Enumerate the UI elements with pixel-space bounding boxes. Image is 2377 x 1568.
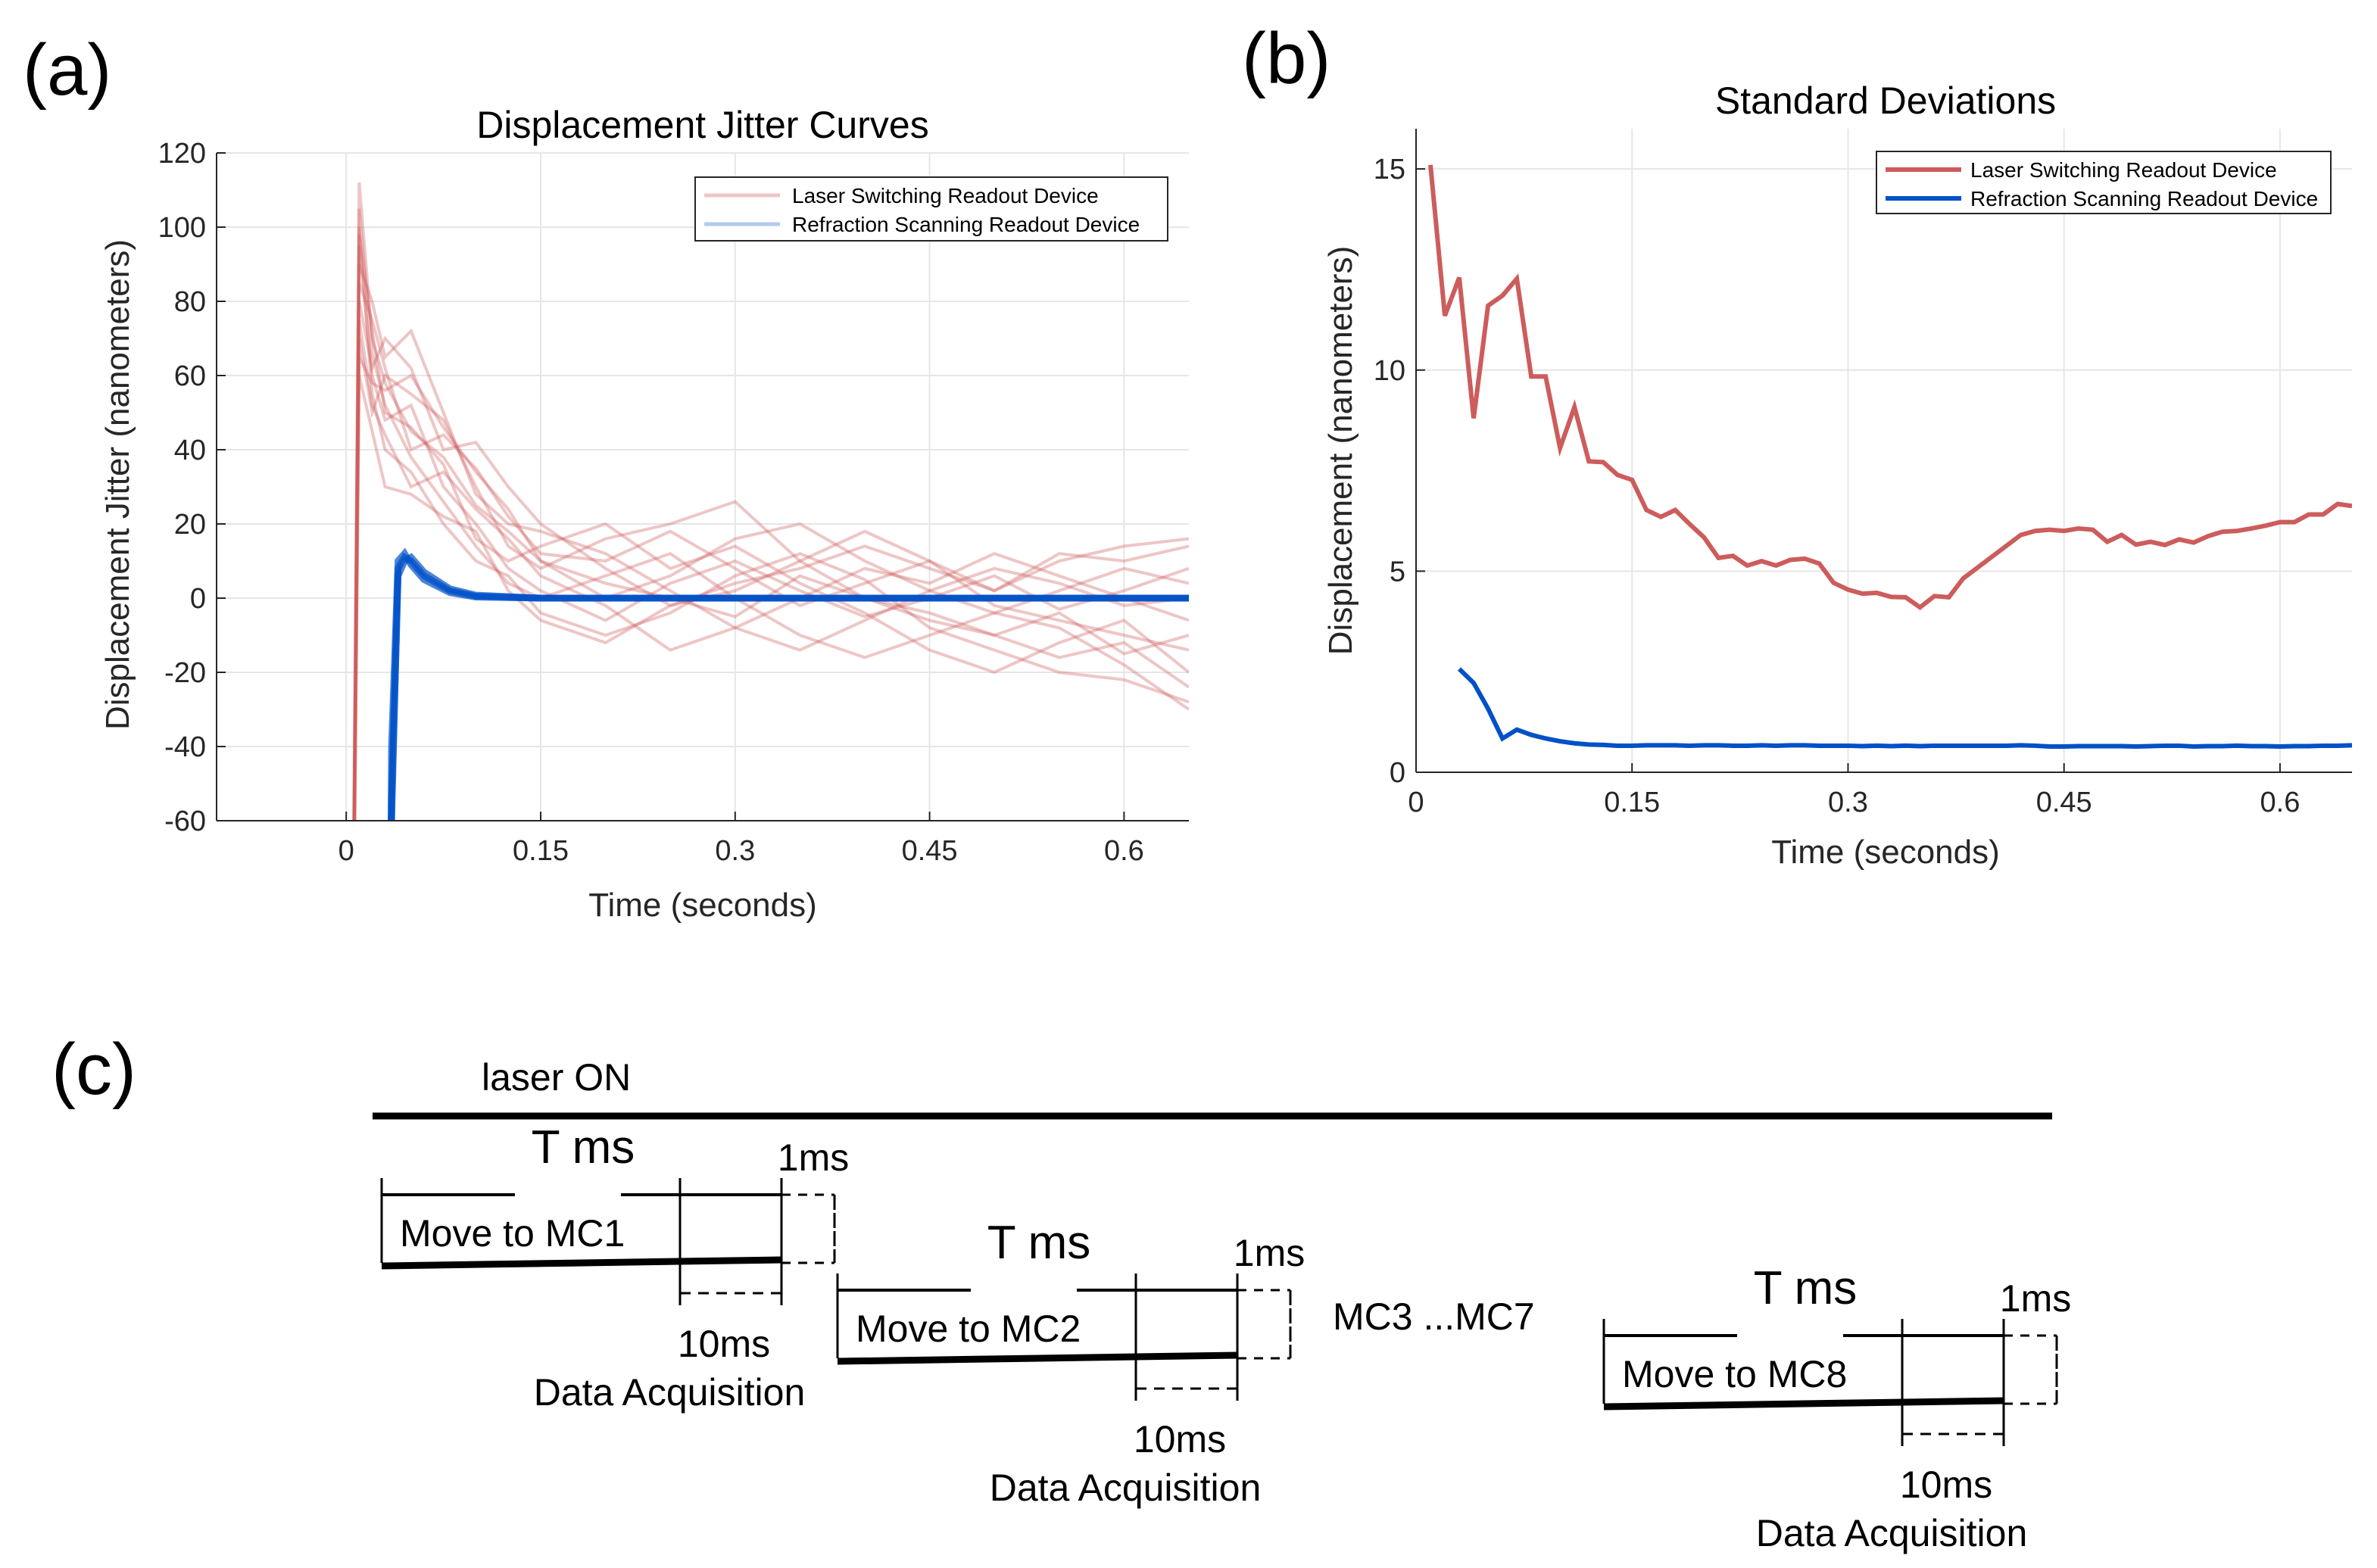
move-label: Move to MC1	[400, 1212, 625, 1255]
legend-box	[694, 176, 1168, 242]
y-tick-label: 80	[174, 286, 206, 318]
y-tick-label: 100	[158, 212, 206, 244]
axes: 0 0.15 0.3 0.45 0.6 0 5 10 15	[1374, 129, 2352, 818]
red-jitter-curve	[353, 338, 1189, 821]
x-tick-label: 0.15	[513, 835, 569, 867]
panel-label-c: (c)	[51, 1029, 136, 1110]
y-tick-label: 40	[174, 435, 206, 466]
y-tick-label: 15	[1374, 154, 1405, 185]
panel-label-a: (a)	[23, 30, 111, 111]
legend-label-red: Laser Switching Readout Device	[1970, 158, 2277, 182]
y-tick-label: 5	[1390, 556, 1405, 588]
y-axis-label: Displacement (nanometers)	[1322, 246, 1359, 655]
red-jitter-curve	[353, 320, 1189, 821]
x-tick-label: 0.15	[1604, 787, 1660, 818]
move-label: Move to MC8	[1622, 1353, 1847, 1395]
plot-area	[1428, 164, 2352, 750]
y-tick-label: -60	[164, 806, 206, 837]
x-axis-label: Time (seconds)	[588, 887, 817, 924]
move-baseline	[381, 1256, 782, 1270]
red-std-line	[1428, 164, 2352, 610]
x-tick-label: 0	[338, 835, 354, 867]
red-jitter-curve	[352, 182, 1189, 821]
legend: Laser Switching Readout Device Refractio…	[1876, 151, 2332, 214]
timing-diagram: laser ON MC3 ...MC7 T ms 1ms Move to MC1 10…	[373, 1056, 2071, 1554]
x-tick-label: 0	[1408, 787, 1424, 818]
period-label: T ms	[987, 1217, 1091, 1269]
y-tick-label: 10	[1374, 355, 1405, 387]
legend-label-blue: Refraction Scanning Readout Device	[1970, 187, 2318, 210]
red-jitter-curve	[352, 263, 1189, 821]
gap-label: 1ms	[778, 1136, 849, 1179]
red-jitter-curve	[353, 375, 1189, 821]
acq-time-label: 10ms	[1900, 1464, 1992, 1506]
legend-box	[1876, 151, 2332, 214]
red-jitter-curve	[352, 208, 1189, 821]
acq-time-label: 10ms	[678, 1323, 770, 1365]
chart-title: Displacement Jitter Curves	[476, 104, 928, 146]
y-tick-label: 0	[190, 583, 206, 615]
sequence-block: T ms 1ms Move to MC1 10ms Data Acquisition	[380, 1121, 849, 1414]
blue-jitter-curve	[388, 553, 1189, 821]
gap-label: 1ms	[1234, 1232, 1305, 1274]
y-tick-label: -40	[164, 731, 206, 763]
jitter-chart: Displacement Jitter Curves Time (seconds…	[99, 104, 1189, 924]
sequence-block: T ms 1ms Move to MC8 10ms Data Acquisition	[1602, 1262, 2071, 1554]
x-tick-label: 0.45	[2036, 787, 2092, 818]
acq-label: Data Acquisition	[1756, 1512, 2028, 1554]
y-tick-label: 20	[174, 509, 206, 541]
y-tick-label: -20	[164, 657, 206, 689]
std-chart: Standard Deviations Time (seconds) Displ…	[1322, 79, 2352, 871]
axes: 0 0.15 0.3 0.45 0.6 -60 -40 -20 0 20 40 60 80 100 120	[158, 138, 1189, 867]
x-tick-label: 0.3	[715, 835, 755, 867]
red-jitter-curve	[353, 301, 1189, 821]
period-label: T ms	[1754, 1262, 1858, 1314]
y-axis-label: Displacement Jitter (nanometers)	[99, 239, 136, 730]
gap-label: 1ms	[2000, 1277, 2071, 1320]
chart-title: Standard Deviations	[1715, 79, 2056, 122]
acq-label: Data Acquisition	[534, 1371, 806, 1414]
laser-on-label: laser ON	[482, 1056, 631, 1099]
x-tick-label: 0.6	[2260, 787, 2301, 818]
red-jitter-curve	[352, 245, 1189, 821]
red-jitter-curve	[352, 282, 1189, 821]
move-label: Move to MC2	[856, 1308, 1081, 1350]
plot-area	[352, 182, 1189, 821]
grid	[1415, 129, 2352, 773]
sequence-block: T ms 1ms Move to MC2 10ms Data Acquisition	[836, 1217, 1305, 1509]
move-baseline	[1603, 1397, 2004, 1411]
panel-label-b: (b)	[1242, 18, 1330, 99]
blue-std-line	[1457, 667, 2352, 750]
acq-time-label: 10ms	[1134, 1418, 1226, 1460]
red-jitter-curve	[352, 234, 1189, 821]
y-tick-label: 60	[174, 360, 206, 392]
x-tick-label: 0.45	[902, 835, 958, 867]
legend: Laser Switching Readout Device Refractio…	[694, 176, 1168, 242]
legend-label-blue: Refraction Scanning Readout Device	[792, 213, 1140, 236]
x-tick-label: 0.6	[1104, 835, 1144, 867]
x-tick-label: 0.3	[1828, 787, 1868, 818]
acq-label: Data Acquisition	[990, 1467, 1262, 1509]
move-baseline	[837, 1351, 1238, 1365]
period-label: T ms	[532, 1121, 635, 1174]
y-tick-label: 0	[1390, 757, 1405, 789]
legend-label-red: Laser Switching Readout Device	[792, 184, 1099, 207]
x-axis-label: Time (seconds)	[1771, 834, 2000, 871]
ellipsis-label: MC3 ...MC7	[1333, 1295, 1535, 1338]
y-tick-label: 120	[158, 138, 206, 170]
red-jitter-curve	[352, 226, 1189, 821]
